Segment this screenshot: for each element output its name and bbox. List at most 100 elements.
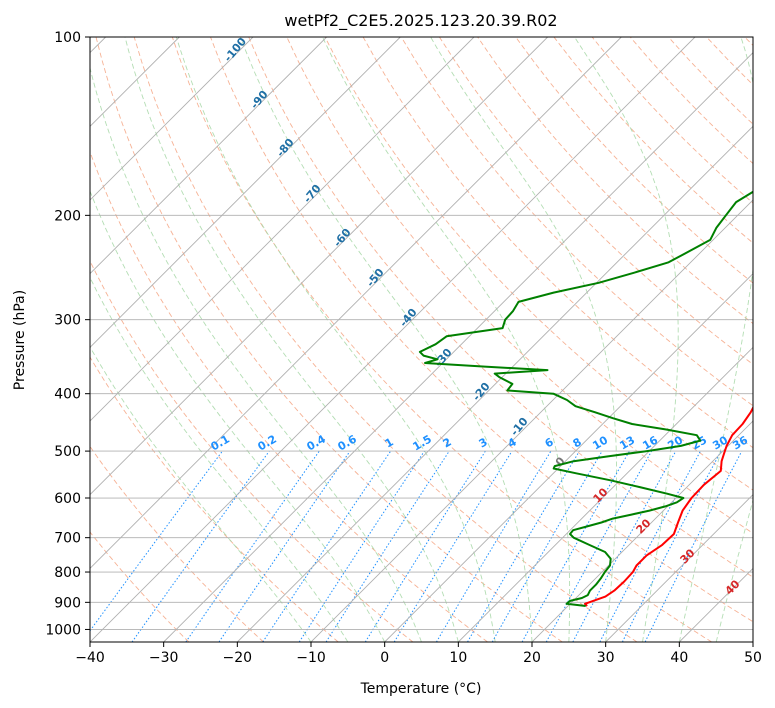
- mixing-ratio-line: [262, 450, 392, 642]
- x-tick-label: 20: [523, 650, 541, 666]
- isotherm-line: [531, 420, 753, 642]
- mixing-ratio-line: [90, 450, 223, 632]
- mixing-ratio-label: 20: [665, 433, 685, 452]
- dry-adiabat-line: [400, 37, 753, 407]
- plot-frame: [89, 36, 754, 643]
- mixing-ratio-label: 2: [441, 435, 454, 450]
- dry-adiabat-label: 30: [678, 546, 698, 566]
- y-tick-label: 500: [54, 444, 81, 460]
- isotherm-line: [237, 125, 753, 642]
- x-tick-label: 50: [744, 650, 762, 666]
- mixing-ratio-line: [131, 450, 270, 642]
- dry-adiabat-line: [706, 37, 753, 86]
- x-tick-label: −30: [149, 650, 179, 666]
- moist-adiabat-label: -40: [397, 306, 420, 330]
- y-tick-label: 1000: [45, 622, 81, 638]
- moist-adiabat-line: [574, 37, 679, 642]
- mixing-ratio-line: [185, 450, 320, 642]
- moist-adiabat-label: -20: [470, 380, 493, 404]
- dry-adiabat-line: [95, 37, 563, 642]
- mixing-ratio-line: [644, 450, 743, 642]
- moist-adiabat-line: [175, 37, 496, 642]
- mixing-ratio-line: [364, 450, 486, 642]
- dry-adiabat-line: [210, 37, 753, 623]
- mixing-ratio-line: [298, 450, 425, 642]
- dry-adiabat-line: [90, 445, 264, 642]
- isotherm-line: [310, 199, 753, 642]
- x-tick-label: 10: [449, 650, 467, 666]
- sounding-profiles: [418, 190, 753, 607]
- moist-adiabat-line: [90, 276, 349, 642]
- mixing-ratio-label: 1.5: [411, 432, 434, 453]
- x-axis: −40 −30 −20 −10 0 10 20 30 40 50: [75, 642, 762, 666]
- dry-adiabat-line: [90, 259, 414, 642]
- y-axis: 100 200 300 400 500 600 700 800 900 1000: [45, 30, 90, 638]
- moist-adiabat-label: -50: [364, 266, 387, 290]
- mixing-ratio-label: 3: [477, 435, 490, 450]
- x-tick-label: −10: [296, 650, 326, 666]
- mixing-ratio-label: 0.2: [256, 432, 279, 453]
- mixing-ratio-line: [621, 450, 722, 642]
- x-tick-label: 30: [597, 650, 615, 666]
- moist-adiabat-label: -60: [331, 226, 354, 250]
- dry-adiabat-line: [248, 37, 753, 578]
- dry-adiabat-label: 40: [723, 577, 743, 597]
- y-axis-label: Pressure (hPa): [12, 290, 28, 390]
- moist-adiabat-line: [124, 37, 459, 642]
- isotherm-line: [90, 37, 622, 569]
- mixing-ratio-line: [218, 450, 351, 642]
- y-tick-label: 100: [54, 30, 81, 46]
- y-tick-label: 600: [54, 491, 81, 507]
- moist-adiabat-line: [90, 345, 312, 642]
- x-tick-label: −20: [223, 650, 253, 666]
- dry-adiabat-line: [744, 37, 753, 47]
- mixing-ratio-line: [521, 450, 630, 642]
- dry-adiabat-line: [133, 37, 638, 642]
- y-tick-label: 800: [54, 565, 81, 581]
- isotherm-line: [90, 37, 696, 642]
- y-tick-label: 300: [54, 313, 81, 329]
- dry-adiabat-line: [90, 531, 190, 642]
- moist-adiabat-label: -70: [301, 182, 324, 206]
- dry-adiabat-line: [90, 356, 339, 642]
- mixing-ratio-line: [393, 450, 513, 642]
- moist-adiabat-label: -90: [248, 88, 271, 112]
- isotherm-line: [90, 37, 475, 422]
- mixing-ratio-line: [572, 450, 677, 642]
- isotherm-line: [605, 494, 753, 642]
- moist-adiabat-line: [715, 498, 753, 642]
- moist-adiabat-label: -80: [274, 136, 297, 160]
- x-tick-label: 0: [380, 650, 389, 666]
- mixing-ratio-line: [435, 450, 552, 642]
- moist-adiabat-line: [239, 37, 533, 642]
- mixing-ratio-line: [467, 450, 580, 642]
- background-lines: [90, 37, 753, 642]
- y-tick-label: 200: [54, 208, 81, 224]
- isotherm-line: [384, 273, 753, 642]
- dry-adiabat-line: [515, 37, 753, 284]
- moist-adiabat-line: [678, 37, 753, 642]
- mixing-ratio-line: [599, 450, 701, 642]
- chart-title: wetPf2_C2E5.2025.123.20.39.R02: [284, 11, 557, 31]
- x-axis-label: Temperature (°C): [360, 681, 482, 697]
- isotherm-line: [752, 641, 753, 642]
- mixing-ratio-label: 13: [617, 434, 637, 453]
- x-tick-label: 40: [670, 650, 688, 666]
- isotherm-line: [679, 567, 753, 642]
- moist-adiabat-label: -30: [432, 346, 455, 370]
- moist-adiabat-line: [322, 37, 571, 642]
- y-tick-label: 900: [54, 595, 81, 611]
- isotherm-line: [163, 52, 753, 642]
- mixing-ratio-label: 36: [730, 433, 750, 452]
- mixing-ratio-label: 0.4: [305, 432, 329, 453]
- grid-lines: [90, 37, 753, 642]
- isotherm-line: [458, 346, 753, 642]
- dry-adiabat-line: [439, 37, 753, 365]
- dewpoint-profile-line: [418, 190, 753, 607]
- dry-adiabat-line: [171, 37, 712, 642]
- isotherm-line: [90, 37, 401, 348]
- mixing-ratio-label: 1: [383, 435, 396, 450]
- x-tick-label: −40: [75, 650, 105, 666]
- dry-adiabat-line: [324, 37, 753, 491]
- mixing-ratio-label: 0.1: [209, 432, 232, 453]
